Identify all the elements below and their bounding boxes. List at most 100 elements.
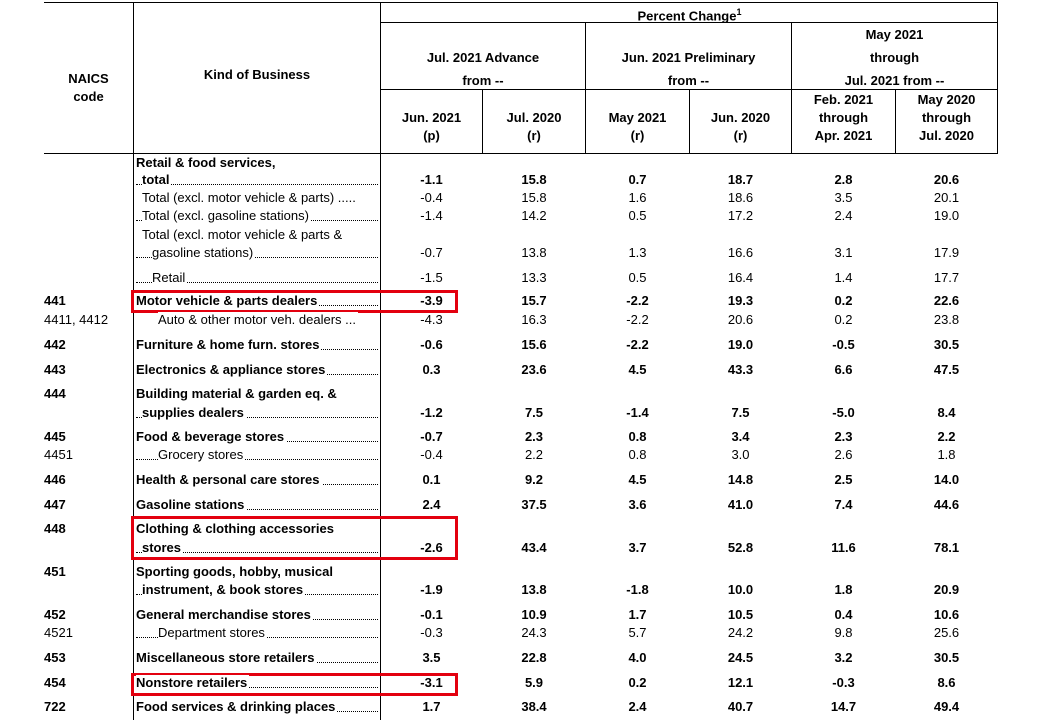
value-cell-c4: 40.7 — [727, 699, 754, 714]
value-cell-c3: -1.8 — [626, 582, 649, 597]
value-cell-c4: 10.0 — [727, 582, 754, 597]
col-divider-g1 — [482, 89, 483, 153]
value-cell-c6: 8.6 — [937, 675, 956, 690]
value-cell-c4: 19.0 — [727, 337, 754, 352]
value-cell-c1: 0.3 — [422, 362, 441, 377]
value-cell-c5: 11.6 — [831, 540, 856, 555]
value-cell-c6: 23.8 — [933, 312, 960, 327]
value-cell-c2: 38.4 — [521, 699, 547, 714]
value-cell-c1: -2.6 — [420, 540, 443, 555]
value-cell-c2: 15.6 — [521, 337, 547, 352]
col-divider-kind — [133, 2, 134, 720]
value-cell-c5: 2.8 — [834, 172, 853, 187]
value-cell-c5: 0.4 — [834, 607, 853, 622]
value-cell-c6: 47.5 — [933, 362, 960, 377]
business-name-cell: Electronics & appliance stores — [136, 361, 380, 379]
business-name-label: Sporting goods, hobby, musical — [136, 564, 335, 579]
naics-code-cell: 454 — [44, 675, 66, 690]
value-cell-c5: -0.5 — [832, 337, 855, 352]
value-cell-c3: 1.7 — [628, 607, 647, 622]
business-name-label: Retail & food services, — [136, 155, 278, 170]
value-cell-c3: 1.6 — [628, 190, 647, 205]
business-name-label: instrument, & book stores — [142, 582, 306, 597]
value-cell-c2: 9.2 — [524, 472, 544, 487]
value-cell-c6: 30.5 — [933, 650, 960, 665]
naics-code-cell: 4411, 4412 — [44, 312, 109, 327]
value-cell-c2: 43.4 — [521, 540, 547, 555]
naics-code-cell: 722 — [44, 699, 66, 714]
business-name-label: Motor vehicle & parts dealers — [136, 293, 320, 308]
value-cell-c2: 24.3 — [521, 625, 547, 640]
business-name-cell: Clothing & clothing accessories — [136, 520, 380, 538]
value-cell-c6: 30.5 — [933, 337, 960, 352]
business-name-cell: Total (excl. gasoline stations) — [136, 207, 380, 225]
business-name-label: Auto & other motor veh. dealers ... — [158, 312, 358, 327]
value-cell-c4: 43.3 — [727, 362, 754, 377]
value-cell-c1: -3.1 — [420, 675, 443, 690]
business-name-label: Health & personal care stores — [136, 472, 322, 487]
value-cell-c5: 1.4 — [834, 270, 853, 285]
business-name-label: Food & beverage stores — [136, 429, 287, 444]
value-cell-c4: 10.5 — [727, 607, 754, 622]
value-cell-c6: 78.1 — [933, 540, 960, 555]
business-name-cell: Nonstore retailers — [136, 674, 380, 692]
value-cell-c1: 2.4 — [422, 497, 441, 512]
pct-change-rule — [381, 22, 998, 23]
business-name-label: Food services & drinking places — [136, 699, 338, 714]
naics-code-cell: 452 — [44, 607, 66, 622]
value-cell-c1: -1.5 — [420, 270, 443, 285]
value-cell-c5: 2.3 — [834, 429, 853, 444]
value-cell-c3: 4.5 — [628, 362, 647, 377]
value-cell-c3: 5.7 — [628, 625, 647, 640]
value-cell-c4: 7.5 — [731, 405, 750, 420]
value-cell-c3: 4.0 — [628, 650, 647, 665]
value-cell-c4: 3.4 — [731, 429, 750, 444]
value-cell-c5: 2.6 — [834, 447, 853, 462]
business-name-cell: General merchandise stores — [136, 606, 380, 624]
value-cell-c4: 24.2 — [727, 625, 754, 640]
naics-code-cell: 445 — [44, 429, 66, 444]
value-cell-c5: 3.2 — [834, 650, 853, 665]
value-cell-c2: 7.5 — [524, 405, 544, 420]
business-name-cell: instrument, & book stores — [136, 581, 380, 599]
value-cell-c6: 19.0 — [933, 208, 960, 223]
value-cell-c1: -0.1 — [420, 607, 443, 622]
business-name-label: gasoline stations) — [152, 245, 256, 260]
value-cell-c5: 7.4 — [834, 497, 853, 512]
naics-code-cell: 446 — [44, 472, 66, 487]
value-cell-c4: 16.6 — [727, 245, 754, 260]
value-cell-c6: 17.7 — [933, 270, 960, 285]
col-divider-g2b — [689, 89, 690, 153]
value-cell-c6: 20.1 — [933, 190, 960, 205]
business-name-label: Clothing & clothing accessories — [136, 521, 336, 536]
value-cell-c6: 20.9 — [933, 582, 960, 597]
col-header-jun-2020: Jun. 2020 (r) — [710, 110, 771, 143]
naics-code-cell: 453 — [44, 650, 66, 665]
value-cell-c6: 44.6 — [933, 497, 960, 512]
value-cell-c1: -3.9 — [420, 293, 443, 308]
business-name-cell: Grocery stores — [136, 446, 380, 464]
col-header-may-jul-2020: May 2020 through Jul. 2020 — [917, 92, 976, 143]
value-cell-c3: 3.6 — [628, 497, 647, 512]
right-border — [997, 2, 998, 153]
footnote-marker: 1 — [736, 7, 742, 17]
business-name-cell: Gasoline stations — [136, 496, 380, 514]
value-cell-c6: 1.8 — [937, 447, 956, 462]
value-cell-c6: 17.9 — [933, 245, 960, 260]
value-cell-c4: 18.6 — [727, 190, 754, 205]
business-name-cell: Health & personal care stores — [136, 471, 380, 489]
value-cell-c3: 1.3 — [628, 245, 647, 260]
col-divider-values — [380, 2, 381, 720]
value-cell-c1: 1.7 — [422, 699, 441, 714]
top-border — [44, 2, 998, 3]
value-cell-c6: 2.2 — [937, 429, 956, 444]
business-name-label: Nonstore retailers — [136, 675, 250, 690]
value-cell-c3: 2.4 — [628, 699, 647, 714]
col-header-may-2021: May 2021 (r) — [608, 110, 667, 143]
business-name-cell: Building material & garden eq. & — [136, 385, 380, 403]
value-cell-c1: -1.1 — [420, 172, 443, 187]
business-name-cell: total — [136, 171, 380, 189]
naics-code-cell: 441 — [44, 293, 66, 308]
value-cell-c3: -1.4 — [626, 405, 649, 420]
value-cell-c5: 14.7 — [830, 699, 857, 714]
